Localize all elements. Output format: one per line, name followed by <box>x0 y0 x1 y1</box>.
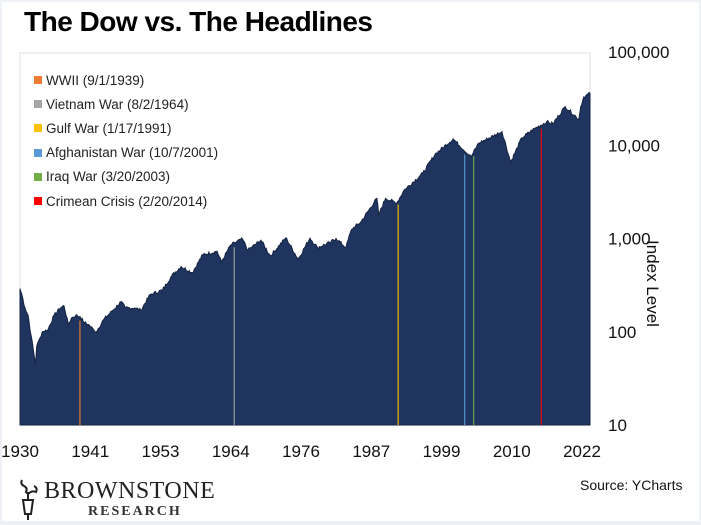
x-tick-label: 2022 <box>563 442 601 461</box>
legend-item: Iraq War (3/20/2003) <box>34 165 218 189</box>
y-tick-label: 10,000 <box>608 136 660 155</box>
logo-subtitle: RESEARCH <box>88 504 182 519</box>
legend-label: Gulf War (1/17/1991) <box>46 120 172 136</box>
y-tick-label: 100 <box>608 323 636 342</box>
x-tick-label: 1976 <box>282 442 320 461</box>
legend-swatch <box>34 148 42 157</box>
legend-label: WWII (9/1/1939) <box>46 72 145 88</box>
area-layer <box>19 91 591 426</box>
dow-area-series <box>19 91 591 426</box>
legend-item: Gulf War (1/17/1991) <box>34 116 218 140</box>
legend-swatch <box>34 100 42 109</box>
x-tick-label: 1987 <box>352 442 390 461</box>
x-axis-ticks: 1930 1941 1953 1964 1976 1987 1999 2010 2022 <box>1 442 601 461</box>
legend-item: Vietnam War (8/2/1964) <box>34 92 218 116</box>
legend-swatch <box>34 197 42 206</box>
chart-title: The Dow vs. The Headlines <box>24 6 373 37</box>
x-tick-label: 1999 <box>423 442 461 461</box>
legend-label: Crimean Crisis (2/20/2014) <box>46 193 208 209</box>
x-tick-label: 1953 <box>142 442 180 461</box>
lamp-icon <box>20 479 38 520</box>
legend-label: Afghanistan War (10/7/2001) <box>46 145 219 161</box>
y-tick-label: 1,000 <box>608 230 651 249</box>
source-note: Source: YCharts <box>580 477 683 493</box>
legend-item: Crimean Crisis (2/20/2014) <box>34 189 218 213</box>
x-tick-label: 1941 <box>71 442 109 461</box>
legend-label: Vietnam War (8/2/1964) <box>46 96 189 112</box>
x-tick-label: 2010 <box>493 442 531 461</box>
legend: WWII (9/1/1939) Vietnam War (8/2/1964) Gul… <box>34 68 218 213</box>
x-tick-label: 1964 <box>212 442 250 461</box>
legend-swatch <box>34 172 42 181</box>
y-tick-label: 10 <box>608 416 627 435</box>
x-tick-label: 1930 <box>1 442 39 461</box>
legend-swatch <box>34 124 42 133</box>
y-axis-ticks: 100,000 10,000 1,000 100 10 <box>608 43 669 435</box>
y-tick-label: 100,000 <box>608 43 669 62</box>
legend-item: Afghanistan War (10/7/2001) <box>34 141 218 165</box>
logo-name: BROWNSTONE <box>44 478 216 504</box>
legend-label: Iraq War (3/20/2003) <box>46 169 171 185</box>
legend-item: WWII (9/1/1939) <box>34 68 218 92</box>
legend-swatch <box>34 76 42 85</box>
y-axis-label: Index Level <box>643 240 662 327</box>
event-lines <box>79 128 542 425</box>
